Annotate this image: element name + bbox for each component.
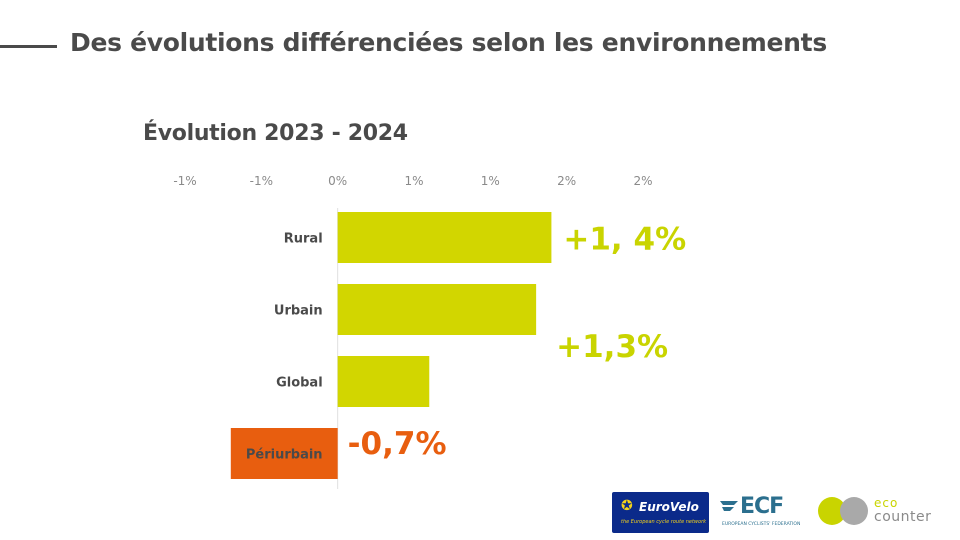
- x-tick-label: 2%: [557, 174, 576, 188]
- ecocounter-pedestrian-icon: [840, 497, 868, 525]
- data-label: -0,7%: [348, 426, 447, 462]
- category-label: Rural: [284, 232, 323, 247]
- eurovelo-logo-text: EuroVelo: [639, 500, 699, 514]
- x-tick-label: 0%: [328, 174, 347, 188]
- category-label: Périurbain: [246, 448, 323, 463]
- eurovelo-logo: ✪ EuroVelo the European cycle route netw…: [612, 492, 709, 533]
- ecocounter-logo: eco counter: [818, 494, 948, 532]
- bar-global: [337, 356, 430, 407]
- x-tick-label: 1%: [481, 174, 500, 188]
- ecf-tagline: EUROPEAN CYCLISTS' FEDERATION: [722, 522, 801, 527]
- category-label: Global: [276, 376, 323, 391]
- title-rule: [0, 45, 57, 48]
- ecf-logo-text: ECF: [740, 494, 784, 519]
- data-label: +1, 4%: [563, 222, 686, 258]
- bar-rural: [337, 212, 552, 263]
- x-tick-label: 2%: [633, 174, 652, 188]
- category-label: Urbain: [274, 304, 323, 319]
- ecocounter-text-counter: counter: [874, 509, 932, 525]
- ecocounter-text-eco: eco: [874, 496, 899, 510]
- page-title: Des évolutions différenciées selon les e…: [70, 28, 827, 57]
- eurovelo-tagline: the European cycle route network: [621, 519, 707, 525]
- chart-title: Évolution 2023 - 2024: [143, 121, 408, 146]
- bar-periurbain: [230, 428, 338, 479]
- x-tick-label: -1%: [250, 174, 273, 188]
- bar-urbain: [337, 284, 537, 335]
- ecf-logo: ECF EUROPEAN CYCLISTS' FEDERATION: [718, 494, 808, 532]
- ecf-wing-icon: [720, 501, 738, 511]
- eurovelo-star-icon: ✪: [621, 498, 633, 514]
- x-tick-label: -1%: [173, 174, 196, 188]
- data-label: +1,3%: [556, 329, 668, 365]
- x-tick-label: 1%: [404, 174, 423, 188]
